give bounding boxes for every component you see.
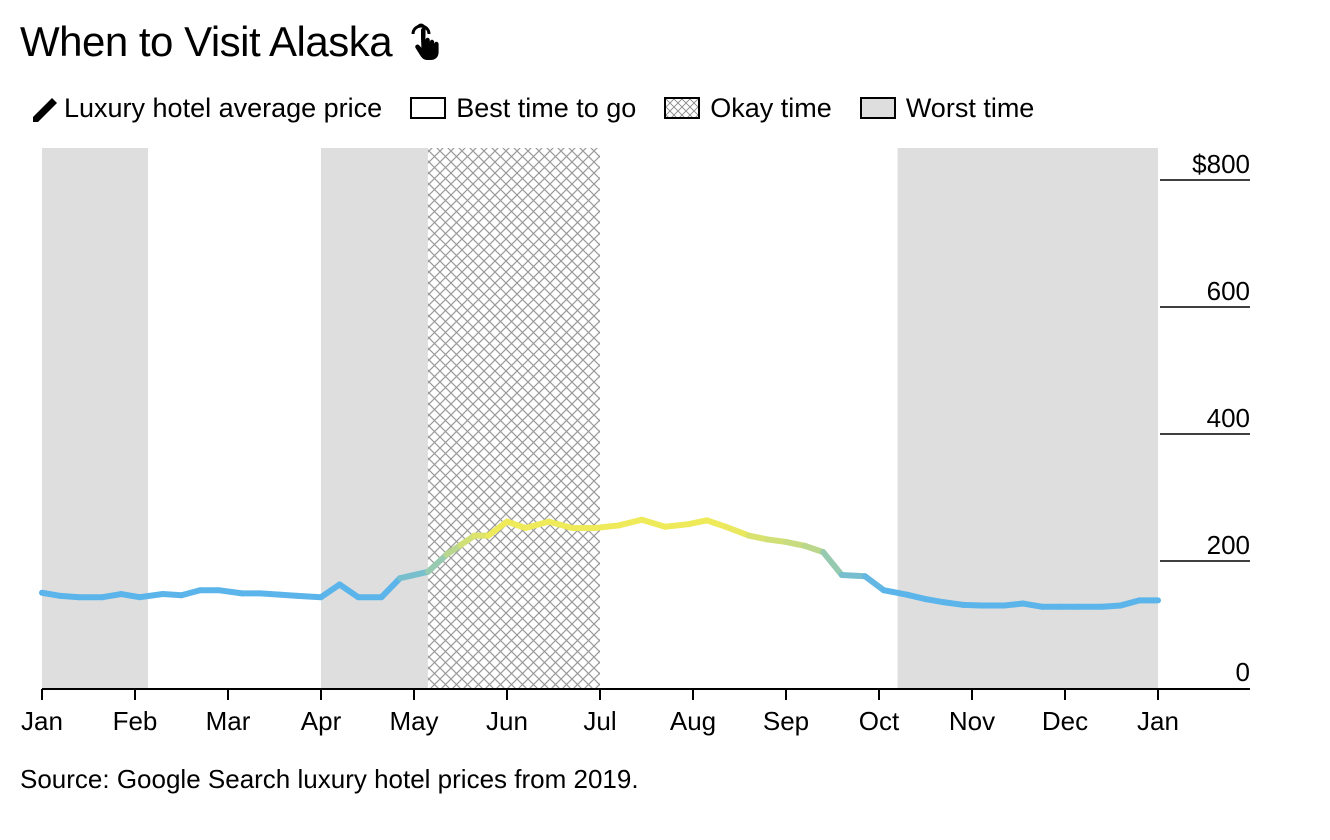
x-tick-label: Jan [1137, 706, 1179, 736]
best-swatch [410, 97, 447, 119]
price-line-segment [99, 591, 125, 601]
legend-item-worst: Worst time [859, 92, 1035, 124]
price-line-segment [703, 517, 729, 530]
legend-okay-label: Okay time [710, 92, 832, 123]
price-line-segment [592, 522, 622, 531]
price-line-segment [57, 592, 83, 601]
x-tick-label: Dec [1042, 706, 1088, 736]
price-line-segment [336, 581, 362, 601]
x-tick-label: Feb [113, 706, 158, 736]
legend-item-best: Best time to go [410, 93, 636, 124]
price-line-segment [504, 518, 529, 531]
price-line-segment [159, 591, 185, 599]
price-line-segment [378, 575, 404, 601]
price-line-segment [722, 523, 752, 539]
price-line-segment [1020, 600, 1045, 610]
price-line-segment [215, 587, 245, 597]
price-line-segment [1117, 597, 1143, 609]
band-worst-2 [321, 148, 428, 688]
worst-swatch [859, 97, 896, 119]
pointer-hand-icon [411, 23, 439, 60]
band-worst-5 [897, 148, 1158, 688]
price-line-segment [685, 517, 710, 528]
x-tick-label: Jul [583, 706, 616, 736]
price-line-segment [136, 591, 166, 601]
price-line-segment [838, 571, 869, 580]
pencil-icon [33, 98, 57, 122]
x-tick-label: Apr [301, 706, 342, 736]
x-tick-label: Nov [949, 706, 995, 736]
x-tick-label: Jan [21, 706, 63, 736]
price-line-segment [801, 542, 827, 556]
price-line-segment [1099, 602, 1124, 610]
price-line-segment [318, 581, 343, 601]
price-line-segment [820, 549, 845, 578]
band-okay-3 [427, 148, 600, 688]
legend-item-okay: Okay time [664, 93, 832, 124]
price-line-segment [397, 568, 431, 582]
x-tick-label: Jun [486, 706, 528, 736]
price-chart: 0 200 400 600 $800 Jan Feb Mar Apr May Jun Jul Aug S… [21, 148, 1250, 736]
price-line-segment [941, 599, 966, 608]
chart-title-text: When to Visit Alaska [20, 18, 393, 65]
okay-swatch [664, 97, 701, 119]
x-tick-label: Sep [763, 706, 809, 736]
price-line-segment [745, 532, 771, 543]
price-line-segment [1001, 600, 1027, 609]
y-tick-label: 0 [1236, 657, 1250, 687]
legend-best-label: Best time to go [456, 92, 637, 123]
y-tick-label: 200 [1207, 530, 1250, 560]
price-line-segment [764, 536, 789, 545]
x-tick-label: Oct [859, 706, 900, 736]
price-line-segment [485, 518, 510, 539]
price-line-segment [118, 591, 143, 601]
price-line-segment [959, 601, 985, 609]
legend-line-label: Luxury hotel average price [64, 92, 383, 123]
price-line-segment [39, 589, 64, 599]
price-line-segment [662, 521, 692, 530]
x-tick-label: Mar [206, 706, 251, 736]
price-line-segment [783, 538, 808, 549]
price-line-segment [922, 596, 948, 606]
y-tick-label: 600 [1207, 276, 1250, 306]
price-line-segment [522, 518, 552, 531]
price-line-segment [903, 591, 929, 603]
price-line-segment [615, 516, 645, 529]
price-line-segment [178, 587, 204, 599]
x-tick-label: May [389, 706, 438, 736]
legend-worst-label: Worst time [905, 92, 1035, 123]
y-tick-label: 400 [1207, 403, 1250, 433]
chart-title: When to Visit Alaska [20, 14, 444, 70]
price-line-segment [545, 518, 576, 531]
price-line-segment [294, 592, 324, 601]
price-line-segment [424, 551, 450, 575]
price-line-segment [276, 591, 301, 599]
legend-item-line: Luxury hotel average price [30, 93, 382, 124]
y-tick-label: $800 [1192, 149, 1250, 179]
x-tick-label: Aug [670, 706, 716, 736]
band-worst-0 [42, 148, 149, 688]
legend: Luxury hotel average price Best time to … [30, 88, 1062, 128]
price-line-segment [638, 516, 669, 530]
price-line-segment [880, 587, 910, 598]
price-line-segment [862, 573, 887, 594]
price-line-segment [257, 590, 283, 598]
source-note: Source: Google Search luxury hotel price… [20, 764, 639, 794]
